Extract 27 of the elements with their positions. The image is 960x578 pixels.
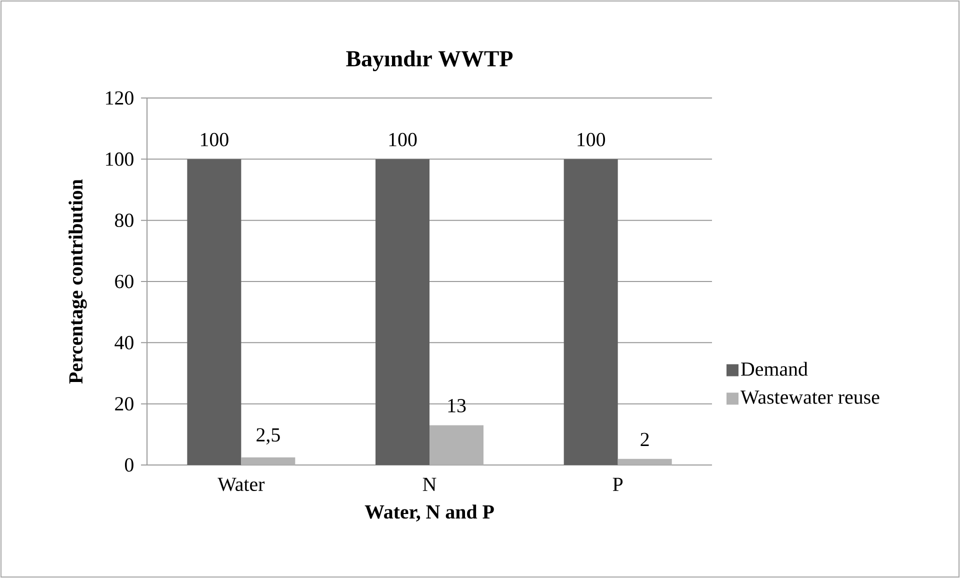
- y-tick-label: 80: [115, 214, 134, 228]
- data-label: 2: [640, 432, 649, 446]
- legend-label: Wastewater reuse: [740, 390, 880, 404]
- x-tick-label: Water: [218, 478, 265, 492]
- legend-label: Demand: [741, 362, 808, 376]
- x-tick-label: P: [612, 478, 623, 491]
- chart-title: Bayındır WWTP: [346, 50, 513, 72]
- data-label: 100: [389, 132, 417, 146]
- y-tick-label: 40: [114, 336, 134, 350]
- y-tick-label: 120: [106, 91, 134, 105]
- y-tick-label: 20: [115, 397, 134, 411]
- x-tick-label: N: [422, 478, 436, 491]
- bar: [618, 458, 672, 465]
- x-axis-title: Water, N and P: [364, 504, 494, 522]
- bar: [564, 159, 618, 465]
- bar: [430, 425, 484, 465]
- data-label: 2,5: [256, 428, 280, 444]
- data-label: 100: [200, 132, 228, 146]
- y-axis-title: Percentage contribution: [68, 179, 87, 384]
- bar: [241, 457, 296, 465]
- bar: [376, 159, 430, 465]
- bar: [187, 159, 242, 465]
- y-tick-label: 60: [115, 274, 134, 288]
- data-label: 13: [448, 399, 466, 412]
- data-label: 100: [578, 132, 606, 146]
- y-tick-label: 0: [124, 458, 134, 472]
- y-tick-label: 100: [106, 152, 134, 166]
